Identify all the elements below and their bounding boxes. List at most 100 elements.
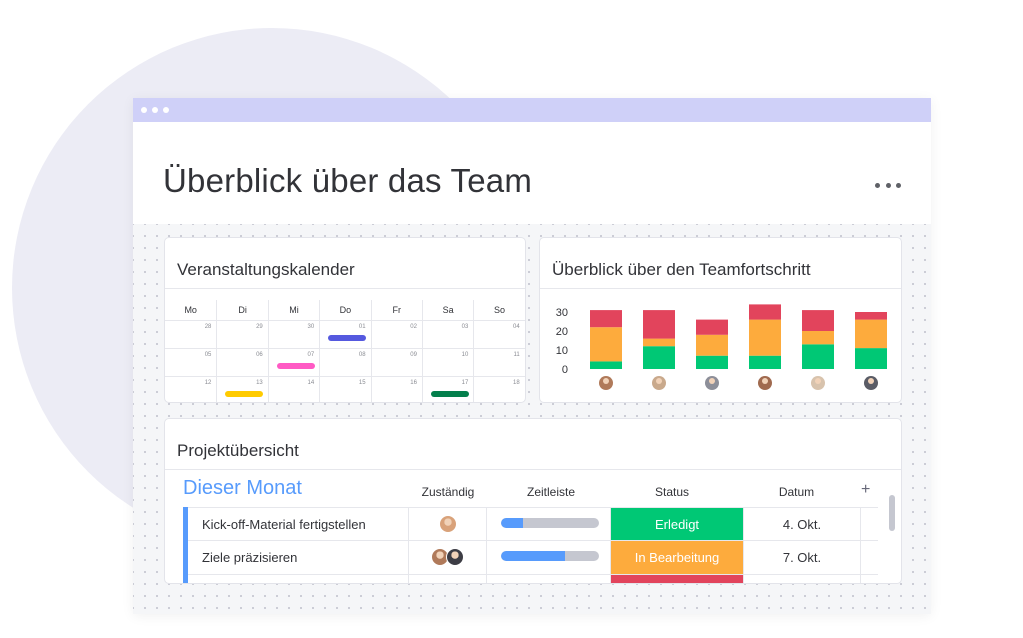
calendar-day-cell[interactable]: 07 xyxy=(267,349,319,376)
vertical-scrollbar[interactable] xyxy=(889,495,895,531)
column-header-status[interactable]: Status xyxy=(654,485,690,499)
calendar-day-number: 14 xyxy=(307,380,315,386)
calendar-day-cell[interactable]: 09 xyxy=(370,349,422,376)
table-row[interactable]: Kick-off-Material fertigstellen Erledigt 4… xyxy=(188,507,878,541)
bar-segment[interactable] xyxy=(749,319,781,356)
calendar-day-cell[interactable]: 08 xyxy=(319,349,370,376)
status-cell[interactable]: In Bearbeitung xyxy=(610,541,743,574)
bar-segment[interactable] xyxy=(696,355,728,369)
calendar-day-cell[interactable]: 16 xyxy=(370,377,422,402)
calendar-day-cell[interactable]: 04 xyxy=(473,321,524,348)
bar-segment[interactable] xyxy=(590,361,622,369)
column-header-date[interactable]: Datum xyxy=(778,485,815,499)
avatar-face xyxy=(709,378,715,384)
calendar-day-cell[interactable]: 17 xyxy=(421,377,473,402)
date-cell[interactable] xyxy=(743,575,860,583)
timeline-cell[interactable] xyxy=(486,508,610,541)
calendar-day-number: 04 xyxy=(513,324,520,330)
bar-segment[interactable] xyxy=(855,319,887,349)
timeline-cell[interactable] xyxy=(486,541,610,574)
calendar-day-number: 15 xyxy=(358,380,366,386)
bar-segment[interactable] xyxy=(802,331,834,345)
weekday-label: So xyxy=(473,300,524,320)
calendar-day-cell[interactable]: 30 xyxy=(267,321,319,348)
calendar-day-cell[interactable]: 11 xyxy=(473,349,524,376)
calendar-day-cell[interactable]: 05 xyxy=(165,349,216,376)
timeline-bar[interactable] xyxy=(501,551,599,561)
calendar-event-bar[interactable] xyxy=(328,335,367,341)
date-cell[interactable]: 4. Okt. xyxy=(743,508,860,541)
page-header: Überblick über das Team xyxy=(133,122,931,224)
bar-segment[interactable] xyxy=(802,310,834,331)
group-title[interactable]: Dieser Monat xyxy=(183,477,302,499)
calendar-day-number: 13 xyxy=(256,380,263,386)
bar-segment[interactable] xyxy=(802,344,834,369)
calendar-day-cell[interactable]: 15 xyxy=(319,377,370,402)
column-header-timeline[interactable]: Zeitleiste xyxy=(526,485,576,499)
task-name[interactable]: Kick-off-Material fertigstellen xyxy=(202,517,366,532)
calendar-week-row: 05 06 07 08 09 10 11 xyxy=(165,348,525,376)
calendar-day-cell[interactable]: 06 xyxy=(216,349,267,376)
calendar-event-bar[interactable] xyxy=(276,363,315,369)
calendar-day-number: 12 xyxy=(204,380,212,386)
y-tick-label: 10 xyxy=(556,345,568,357)
calendar-day-cell[interactable]: 14 xyxy=(267,377,319,402)
add-column-icon[interactable]: + xyxy=(861,481,871,498)
bar-segment[interactable] xyxy=(696,334,728,356)
calendar-day-cell[interactable]: 12 xyxy=(165,377,216,402)
column-header-owner[interactable]: Zuständig xyxy=(421,485,475,499)
project-widget-title: Projektübersicht xyxy=(177,441,299,460)
calendar-week-row: 28 29 30 01 02 03 04 xyxy=(165,320,525,348)
owner-cell[interactable] xyxy=(408,508,486,541)
calendar-day-cell[interactable]: 03 xyxy=(421,321,473,348)
calendar-day-number: 07 xyxy=(307,352,315,358)
calendar-day-cell[interactable]: 28 xyxy=(165,321,216,348)
calendar-day-cell[interactable]: 01 xyxy=(319,321,370,348)
date-cell[interactable]: 7. Okt. xyxy=(743,541,860,574)
more-options-icon[interactable] xyxy=(875,180,901,190)
owner-cell[interactable] xyxy=(408,575,486,583)
calendar-day-cell[interactable]: 29 xyxy=(216,321,267,348)
calendar-day-number: 01 xyxy=(358,324,366,330)
calendar-day-cell[interactable]: 13 xyxy=(216,377,267,402)
row-end-cell xyxy=(860,508,878,541)
widget-divider xyxy=(540,288,901,289)
bar-segment[interactable] xyxy=(590,327,622,362)
calendar-day-cell[interactable]: 18 xyxy=(473,377,524,402)
avatar-face xyxy=(762,378,768,384)
bar-segment[interactable] xyxy=(855,348,887,369)
status-cell[interactable]: Erledigt xyxy=(610,508,743,541)
window-dot-icon xyxy=(152,107,158,113)
bar-segment[interactable] xyxy=(855,312,887,320)
weekday-label: Sa xyxy=(421,300,473,320)
bar-segment[interactable] xyxy=(749,355,781,369)
project-overview-widget: Projektübersicht Dieser Monat Zuständig … xyxy=(164,418,902,584)
avatar-face xyxy=(603,378,609,384)
calendar-event-bar[interactable] xyxy=(225,391,264,397)
bar-segment[interactable] xyxy=(643,310,675,339)
timeline-cell[interactable] xyxy=(486,575,610,583)
widget-divider xyxy=(165,469,901,470)
calendar-day-cell[interactable]: 10 xyxy=(421,349,473,376)
bar-segment[interactable] xyxy=(643,338,675,347)
table-row[interactable] xyxy=(188,574,878,583)
progress-widget: Überblick über den Teamfortschritt 0 10 20… xyxy=(539,237,902,403)
table-row[interactable]: Ziele präzisieren In Bearbeitung 7. Okt. xyxy=(188,540,878,574)
owner-cell[interactable] xyxy=(408,541,486,574)
calendar-day-cell[interactable]: 02 xyxy=(370,321,422,348)
timeline-progress-fill xyxy=(501,551,565,561)
task-name[interactable]: Ziele präzisieren xyxy=(202,550,298,565)
bar-segment[interactable] xyxy=(696,319,728,335)
bar-segment[interactable] xyxy=(590,310,622,328)
calendar-event-bar[interactable] xyxy=(430,391,469,397)
bar-segment[interactable] xyxy=(749,304,781,320)
timeline-bar[interactable] xyxy=(501,518,599,528)
avatar[interactable] xyxy=(446,548,464,566)
calendar-day-number: 30 xyxy=(307,324,315,330)
calendar-day-number: 05 xyxy=(204,352,212,358)
avatar-face xyxy=(656,378,662,384)
bar-segment[interactable] xyxy=(643,346,675,369)
calendar-day-number: 11 xyxy=(513,352,520,358)
status-cell[interactable] xyxy=(610,575,743,583)
avatar[interactable] xyxy=(439,515,457,533)
